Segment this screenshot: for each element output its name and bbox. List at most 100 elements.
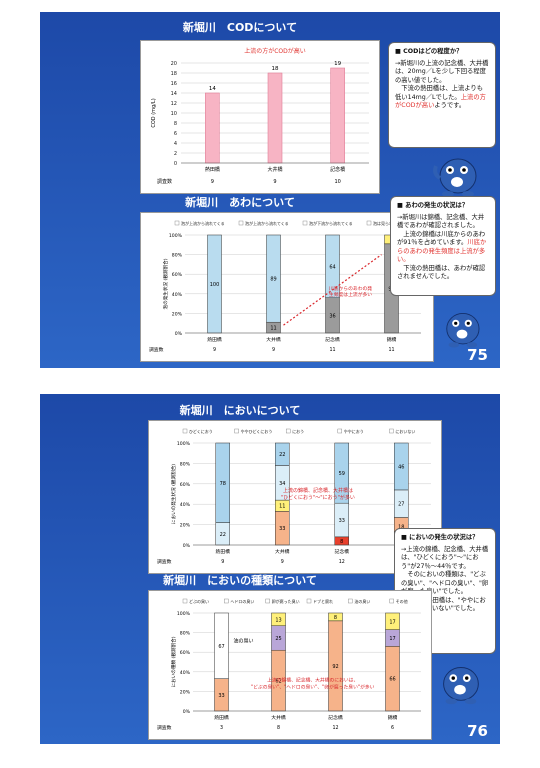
- survey-count: 9: [272, 347, 275, 353]
- survey-count: 6: [391, 725, 394, 731]
- data-label: 25: [275, 636, 281, 642]
- count-label: 調査数: [157, 724, 172, 731]
- chart-title: 上流の方がCODが高い: [244, 47, 306, 55]
- legend-label: どぶの臭い: [189, 598, 209, 604]
- data-label: 22: [279, 452, 285, 458]
- y-tick-label: 40%: [172, 292, 183, 298]
- page-number: 75: [467, 346, 488, 364]
- smell-chart: ひどくにおう ややひどくにおう におう ややにおう においない 0% 20% 40% 60% 80…: [157, 428, 431, 565]
- y-tick-label: 16: [171, 81, 177, 87]
- cod-note-tail: ようです。: [434, 102, 466, 109]
- foam-note: ■ あわの発生の状況は？ →新堀川は錦橋、記念橋、大井橋であわが確認されました。…: [390, 196, 496, 296]
- y-axis-label: COD (mg/L): [151, 98, 157, 127]
- smell-chart-panel: ひどくにおう ややひどくにおう におう ややにおう においない 0% 20% 40% 60% 80…: [148, 420, 442, 574]
- data-label: 13: [275, 617, 281, 623]
- chart-annotation: "ひどくにおう"〜"におう"が多い: [281, 494, 355, 501]
- cod-note-body: →新堀川の上流の記念橋、大井橋は、20mg／Lを少し下回る程度の高い値でした。 …: [395, 59, 489, 101]
- legend-swatch: [366, 220, 372, 226]
- survey-count: 9: [281, 559, 284, 565]
- data-label: 46: [398, 464, 404, 470]
- bar-segment: [325, 234, 340, 298]
- bar-segment: [385, 612, 400, 630]
- y-tick-label: 0: [174, 161, 177, 167]
- data-label: 67: [218, 644, 224, 650]
- survey-count: 9: [211, 179, 214, 185]
- legend-label: におう: [292, 428, 304, 434]
- x-tick-label: 熱田橋: [207, 336, 222, 343]
- y-tick-label: 6: [174, 131, 177, 137]
- foam-note-body: →新堀川は錦橋、記念橋、大井橋であわが確認されました。 上流の錦橋は川底からのあ…: [397, 213, 486, 247]
- legend-swatch: [337, 428, 343, 434]
- legend-swatch: [389, 598, 394, 604]
- x-tick-label: 記念橋: [328, 714, 343, 721]
- legend-label: ややにおう: [344, 428, 364, 434]
- data-label: 17: [389, 636, 395, 642]
- cod-note: ■ CODはどの程度か？ →新堀川の上流の記念橋、大井橋は、20mg／Lを少し下…: [388, 42, 496, 148]
- data-label: 18: [398, 525, 404, 531]
- cod-note-highlight: 上流の方がCODが高い: [395, 93, 486, 110]
- y-tick-label: 4: [174, 141, 177, 147]
- legend-label: その他: [396, 598, 408, 604]
- y-tick-label: 60%: [180, 482, 191, 488]
- data-label: 22: [220, 532, 226, 538]
- y-tick-label: 2: [174, 151, 177, 157]
- survey-count: 11: [329, 347, 335, 353]
- legend-label: ヘドロの臭い: [230, 598, 254, 604]
- bar: [267, 72, 283, 164]
- cod-section-title: 新堀川 CODについて: [182, 21, 298, 34]
- data-label: 100: [210, 282, 220, 288]
- data-label: 36: [329, 313, 335, 319]
- y-tick-label: 20%: [180, 689, 191, 695]
- survey-count: 12: [339, 559, 345, 565]
- survey-count: 10: [334, 179, 340, 185]
- y-tick-label: 0%: [175, 331, 183, 337]
- mascot-icon: [446, 313, 480, 348]
- data-label: 62: [275, 679, 281, 685]
- data-label: 66: [389, 677, 395, 683]
- y-tick-label: 12: [171, 101, 177, 107]
- data-label: 33: [339, 518, 345, 524]
- inline-label: 油の臭い: [234, 637, 254, 644]
- survey-count: 9: [213, 347, 216, 353]
- legend-label: 泡は見られない: [373, 220, 401, 226]
- legend-label: においない: [395, 428, 415, 434]
- data-label: 18: [272, 66, 279, 72]
- trend-arrow: [283, 254, 382, 326]
- legend-label: 油の臭い: [354, 598, 370, 604]
- x-tick-label: 熱田橋: [214, 714, 229, 721]
- bar: [330, 67, 345, 164]
- smell-type-section-title: 新堀川 においの種類について: [163, 574, 317, 587]
- y-tick-label: 10: [171, 111, 177, 117]
- data-label: 89: [270, 277, 276, 283]
- mascot-icon: [443, 667, 479, 705]
- legend-swatch: [389, 428, 394, 434]
- y-tick-label: 100%: [177, 441, 191, 447]
- y-tick-label: 100%: [169, 233, 183, 239]
- data-label: 19: [334, 61, 341, 67]
- data-label: 14: [209, 86, 216, 92]
- chart-annotation: 上流の錦橋、記念橋、大井橋のにおいは、: [267, 677, 358, 684]
- count-label: 調査数: [157, 178, 172, 185]
- legend-label: 泡が下流から流れてくる: [309, 220, 353, 226]
- legend-swatch: [306, 598, 312, 604]
- cod-chart-panel: 上流の方がCODが高い 0 2 4 6 8 10 12 14 16 18 20 COD (mg/L) 14…: [140, 40, 380, 194]
- foam-note-highlight: 川底からのあわの発生頻度は上流が多い。: [397, 239, 487, 263]
- foam-note-tail: 下流の熱田橋は、あわが確認されませんでした。: [397, 264, 486, 281]
- x-tick-label: 記念橋: [335, 548, 350, 555]
- smell-type-chart: どぶの臭い ヘドロの臭い 卵が腐った臭い ドブと腐れ 油の臭い その他0%20%40%60…: [157, 598, 421, 731]
- data-label: 92: [332, 664, 338, 670]
- cod-note-head: ■ CODはどの程度か？: [395, 48, 463, 55]
- chart-annotation: 上流の錦橋、記念橋、大井橋は: [283, 487, 353, 494]
- data-label: 59: [339, 471, 345, 477]
- legend-swatch: [174, 220, 180, 226]
- legend-swatch: [285, 428, 291, 434]
- data-label: 17: [389, 619, 395, 625]
- data-label: 33: [279, 526, 285, 532]
- data-label: 8: [334, 615, 337, 621]
- cod-chart: 上流の方がCODが高い 0 2 4 6 8 10 12 14 16 18 20 COD (mg/L) 14…: [151, 47, 369, 185]
- bar-segment: [394, 442, 409, 491]
- y-tick-label: 60%: [172, 272, 183, 278]
- x-tick-label: 大井橋: [266, 336, 281, 343]
- smell-section-title: 新堀川 においについて: [179, 404, 301, 417]
- survey-count: 8: [277, 725, 280, 731]
